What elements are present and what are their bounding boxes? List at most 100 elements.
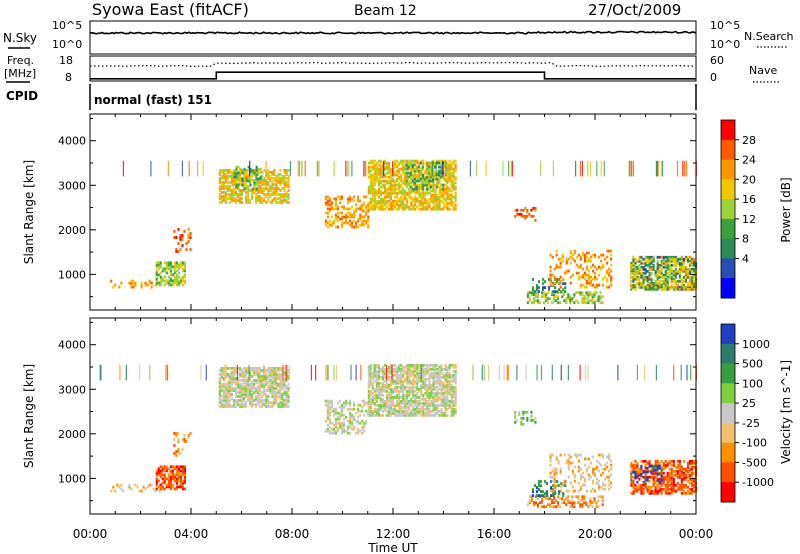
- data-cell-velocity-5: [430, 373, 433, 377]
- data-cell-power-3: [255, 201, 258, 204]
- data-cell-velocity-3: [232, 403, 235, 406]
- data-cell-power-tick: [304, 160, 306, 177]
- data-cell-power-13: [664, 263, 667, 267]
- data-cell-power-0: [132, 281, 135, 285]
- data-cell-power-5: [330, 207, 333, 211]
- data-cell-velocity-3: [267, 403, 270, 406]
- data-cell-velocity-10: [654, 471, 657, 475]
- data-cell-power-3: [269, 171, 272, 174]
- data-cell-power-3: [247, 169, 250, 172]
- data-cell-velocity-5: [392, 363, 395, 367]
- data-cell-velocity-7: [587, 505, 590, 509]
- data-cell-velocity-5: [369, 381, 372, 385]
- data-cell-power-13: [670, 257, 673, 261]
- data-cell-power-11: [606, 249, 609, 253]
- data-cell-power-6: [450, 175, 453, 179]
- data-cell-power-6: [440, 207, 443, 211]
- data-cell-power-10: [562, 282, 565, 285]
- data-cell-velocity-3: [275, 373, 278, 376]
- data-cell-power-13: [662, 285, 665, 289]
- data-cell-power-6: [434, 197, 437, 201]
- data-cell-velocity-3: [228, 381, 231, 384]
- data-cell-power-1: [177, 275, 180, 279]
- data-cell-power-6: [377, 179, 380, 183]
- data-cell-power-5: [353, 199, 356, 203]
- data-cell-power-6: [454, 199, 457, 203]
- data-cell-power-9: [526, 295, 529, 299]
- data-cell-velocity-5: [402, 387, 405, 391]
- data-cell-power-3: [275, 189, 278, 192]
- data-cell-power-tick: [683, 160, 685, 177]
- data-cell-velocity-5: [416, 402, 419, 405]
- data-cell-velocity-9: [551, 489, 554, 493]
- data-cell-power-5: [341, 221, 344, 225]
- data-cell-velocity-5: [436, 412, 439, 415]
- data-cell-power-9: [585, 301, 588, 305]
- data-cell-power-3: [247, 185, 250, 188]
- data-cell-power-6: [436, 199, 439, 203]
- data-cell-power-tick: [364, 160, 366, 177]
- data-cell-power-1: [169, 271, 172, 275]
- data-cell-power-0: [132, 279, 135, 283]
- data-cell-power-3: [226, 169, 229, 172]
- data-cell-power-11: [602, 283, 605, 287]
- data-cell-power-1: [177, 281, 180, 285]
- data-cell-velocity-3: [239, 387, 242, 390]
- data-cell-velocity-5: [408, 373, 411, 377]
- data-cell-power-13: [686, 271, 689, 275]
- data-cell-power-1: [181, 275, 184, 279]
- data-cell-velocity-3: [253, 403, 256, 406]
- data-cell-power-6: [408, 191, 411, 195]
- data-cell-velocity-7: [534, 501, 537, 505]
- data-cell-velocity-5: [385, 385, 388, 389]
- data-cell-power-6: [398, 181, 401, 185]
- data-cell-velocity-3: [224, 405, 227, 408]
- data-cell-power-3: [263, 193, 266, 196]
- data-cell-power-13: [680, 279, 683, 283]
- data-cell-velocity-9: [604, 483, 607, 487]
- data-cell-power-6: [442, 189, 445, 193]
- data-cell-power-11: [583, 271, 586, 275]
- data-cell-velocity-0: [134, 483, 137, 487]
- data-cell-power-7: [413, 177, 416, 181]
- data-cell-velocity-5: [438, 404, 441, 407]
- data-cell-power-1: [167, 281, 170, 285]
- data-cell-velocity-1: [161, 481, 164, 485]
- data-cell-velocity-7: [589, 497, 592, 501]
- data-cell-velocity-5: [430, 400, 433, 403]
- data-cell-power-6: [367, 201, 370, 205]
- data-cell-velocity-9: [596, 481, 599, 485]
- data-cell-velocity-4: [330, 409, 333, 413]
- data-cell-power-tick: [265, 160, 267, 177]
- data-cell-velocity-5: [377, 383, 380, 387]
- data-cell-power-3: [285, 177, 288, 180]
- data-cell-power-6: [371, 183, 374, 187]
- data-cell-velocity-0: [138, 489, 141, 493]
- data-cell-power-6: [452, 201, 455, 205]
- data-cell-velocity-3: [228, 395, 231, 398]
- data-cell-power-8: [520, 208, 523, 212]
- data-cell-power-9: [587, 291, 590, 295]
- data-cell-velocity-5: [444, 383, 447, 387]
- data-cell-power-3: [230, 195, 233, 198]
- data-cell-velocity-3: [271, 403, 274, 406]
- data-cell-velocity-1: [169, 487, 172, 491]
- data-cell-power-6: [448, 163, 451, 167]
- data-cell-power-9: [569, 299, 572, 303]
- data-cell-velocity-10: [668, 491, 671, 495]
- data-cell-power-6: [379, 189, 382, 193]
- data-cell-velocity-5: [428, 379, 431, 383]
- data-cell-power-5: [324, 223, 327, 227]
- data-cell-power-13: [644, 277, 647, 281]
- data-cell-velocity-10: [646, 487, 649, 491]
- data-cell-power-6: [371, 181, 374, 185]
- data-cell-power-3: [261, 183, 264, 186]
- data-cell-velocity-5: [444, 373, 447, 377]
- data-cell-velocity-3: [243, 391, 246, 394]
- data-cell-velocity-5: [414, 398, 417, 401]
- data-cell-velocity-7: [591, 505, 594, 509]
- data-cell-velocity-10: [650, 485, 653, 489]
- data-cell-power-6: [408, 181, 411, 185]
- data-cell-power-tick: [301, 160, 303, 177]
- data-cell-power-6: [410, 203, 413, 207]
